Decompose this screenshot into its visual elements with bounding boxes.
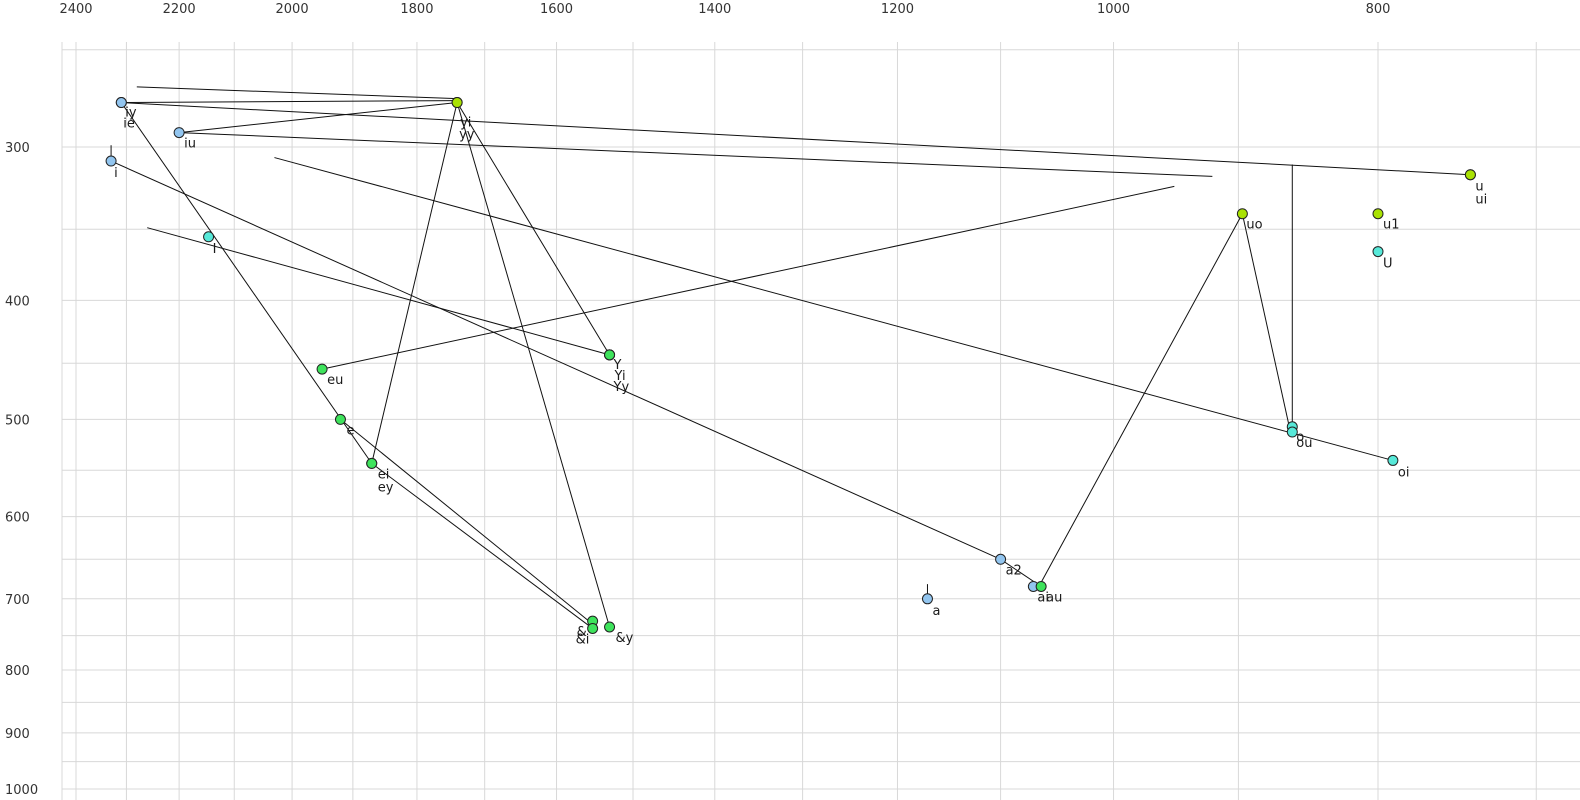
trajectory-line — [147, 227, 610, 356]
vowel-point — [1464, 169, 1476, 181]
vowel-point — [604, 621, 616, 633]
trajectory-line — [340, 419, 593, 625]
vowel-label: I — [213, 242, 217, 257]
vowel-point — [1286, 426, 1298, 438]
vowel-point — [203, 231, 215, 243]
vowel-point — [1372, 246, 1384, 258]
y-axis-label: 300 — [5, 141, 30, 156]
vowel-point — [995, 553, 1007, 565]
y-axis-label: 600 — [5, 511, 30, 526]
vowel-label: iy — [125, 106, 137, 121]
x-axis-label: 1800 — [400, 2, 433, 17]
x-axis-label: 1400 — [698, 2, 731, 17]
x-axis-label: 800 — [1366, 2, 1391, 17]
vowel-label: ui — [1475, 193, 1487, 208]
vowel-point — [921, 593, 933, 605]
vowel-label: U — [1383, 257, 1393, 272]
trajectory-line — [1241, 213, 1291, 428]
vowel-point — [604, 349, 616, 361]
vowel-label: eu — [327, 373, 343, 388]
vowel-point — [115, 97, 127, 109]
trajectory-line — [1038, 213, 1243, 587]
vowel-label: a — [932, 604, 940, 619]
vowel-label: uo — [1246, 218, 1262, 233]
vowel-label: u — [1475, 180, 1483, 195]
y-axis-label: 800 — [5, 664, 30, 679]
y-axis-label: 900 — [5, 727, 30, 742]
vowel-point — [366, 457, 378, 469]
vowel-point — [105, 155, 117, 167]
trajectory-line — [121, 100, 458, 104]
vowel-label: Yy — [613, 380, 630, 395]
vowel-label: iu — [184, 137, 196, 152]
vowel-label: & — [577, 625, 587, 640]
trajectory-line — [120, 102, 373, 464]
vowel-label: ie — [123, 117, 135, 132]
vowel-label: oi — [1398, 465, 1410, 480]
x-axis-label: 2400 — [59, 2, 92, 17]
vowel-label: e — [346, 423, 354, 438]
vowel-point — [173, 127, 185, 139]
vowel-label: o — [1296, 430, 1304, 445]
trajectory-line — [274, 157, 1394, 461]
vowel-point — [316, 363, 328, 375]
vowel-label: ey — [378, 480, 394, 495]
vowel-point — [1372, 208, 1384, 220]
vowel-label: ai — [1037, 590, 1049, 605]
vowel-label: &i — [576, 632, 590, 647]
vowel-label: Y — [613, 358, 622, 373]
vowel-point — [451, 97, 463, 109]
vowel-label: yi — [460, 116, 471, 131]
trajectory-line — [321, 185, 1175, 370]
x-axis-label: 1600 — [540, 2, 573, 17]
vowel-point — [1236, 208, 1248, 220]
vowel-label: Yi — [614, 369, 626, 384]
trajectory-line — [136, 86, 458, 100]
trajectory-line — [179, 102, 458, 134]
vowel-point — [1387, 454, 1399, 466]
trajectory-line — [371, 462, 593, 629]
x-axis-label: 1000 — [1097, 2, 1130, 17]
x-axis-label: 2000 — [276, 2, 309, 17]
vowel-label: ou — [1296, 436, 1312, 451]
vowel-label: u1 — [1383, 218, 1400, 233]
y-axis-label: 1000 — [5, 783, 38, 798]
vowel-point — [1035, 580, 1047, 592]
y-axis-label: 700 — [5, 593, 30, 608]
vowel-label: i — [114, 166, 118, 181]
trajectory-line — [371, 102, 458, 464]
trajectory-line — [110, 160, 1001, 560]
vowel-point — [587, 622, 599, 634]
trajectory-line — [179, 132, 1213, 177]
y-axis-label: 500 — [5, 413, 30, 428]
vowel-point — [334, 413, 346, 425]
vowel-label: ei — [378, 467, 390, 482]
y-axis-label: 400 — [5, 294, 30, 309]
x-axis-label: 2200 — [163, 2, 196, 17]
vowel-label: &y — [616, 631, 634, 646]
vowel-label: au — [1046, 590, 1062, 605]
vowel-label: a2 — [1006, 563, 1022, 578]
x-axis-label: 1200 — [881, 2, 914, 17]
vowel-label: yy — [459, 128, 475, 143]
trajectory-line — [456, 102, 611, 628]
